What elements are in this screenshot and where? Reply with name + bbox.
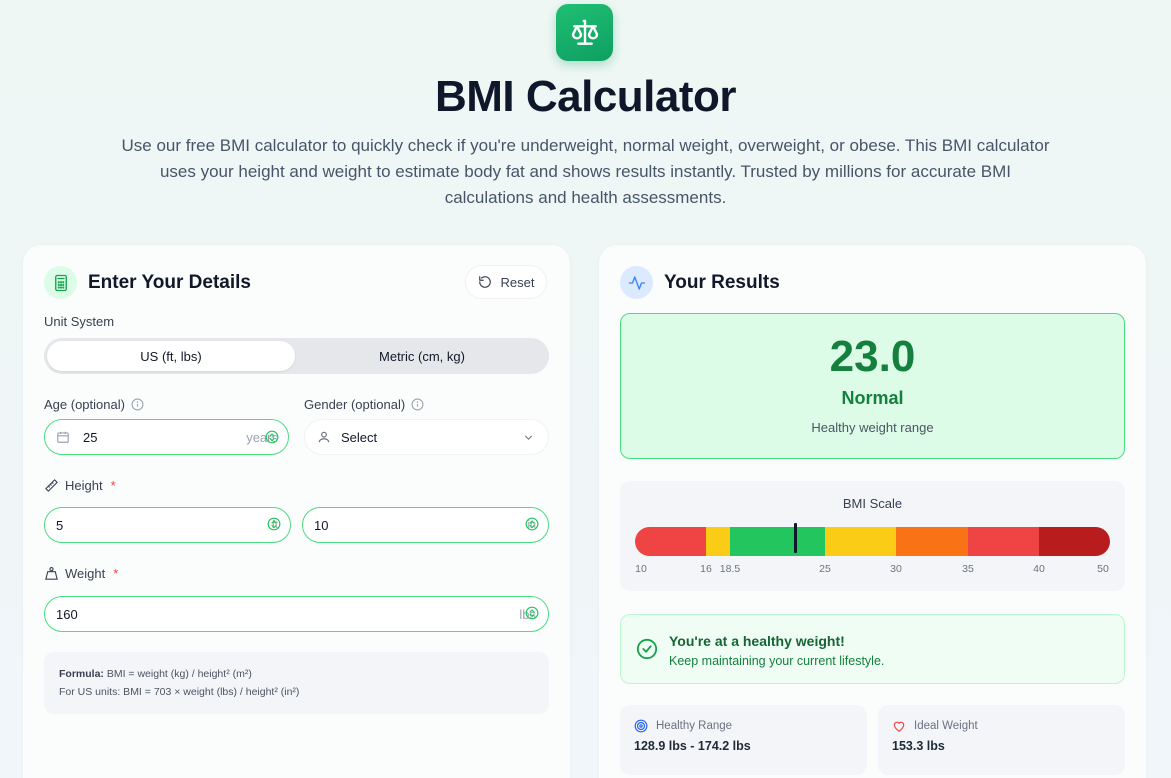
reset-label: Reset (500, 274, 535, 290)
height-in-unit: in (527, 519, 536, 531)
height-ft-value: 5 (56, 517, 64, 533)
formula-text: BMI = weight (kg) / height² (m²) (106, 668, 252, 680)
weight-label-text: Weight (65, 566, 106, 581)
bmi-scale-tick: 50 (1097, 563, 1109, 575)
bmi-scale-title: BMI Scale (842, 496, 903, 511)
activity-icon (620, 266, 653, 299)
formula-line: Formula: BMI = weight (kg) / height² (m²… (59, 665, 534, 683)
ideal-weight-value: 153.3 lbs (892, 739, 945, 753)
bmi-scale-segment (825, 527, 896, 556)
gender-label: Gender (optional) (304, 397, 424, 412)
age-unit: years (246, 429, 278, 445)
bmi-scale-tick: 35 (962, 563, 974, 575)
results-card: Your Results 23.0 Normal Healthy weight … (599, 245, 1146, 778)
unit-system-text: Unit System (44, 314, 115, 329)
bmi-scale-segment (706, 527, 730, 556)
unit-option-us[interactable]: US (ft, lbs) (47, 341, 295, 371)
reset-icon (478, 276, 491, 288)
chevron-down-icon (524, 434, 533, 440)
bmi-scale-segment (896, 527, 968, 556)
height-label-text: Height (65, 478, 103, 493)
info-icon[interactable] (131, 398, 144, 411)
weight-icon (45, 567, 58, 580)
healthy-range-stat: Healthy Range 128.9 lbs - 174.2 lbs (620, 705, 867, 775)
unit-system-label: Unit System (44, 314, 114, 329)
bmi-scale-segment (730, 527, 825, 556)
health-message-sub: Keep maintaining your current lifestyle. (669, 654, 885, 668)
height-in-field[interactable]: 10 in (302, 507, 549, 543)
required-marker: * (113, 566, 119, 581)
bmi-scale-segment (635, 527, 706, 556)
bmi-scale: BMI Scale 10 16 18.5 25 30 35 40 50 (620, 481, 1125, 591)
info-icon[interactable] (411, 398, 424, 411)
ideal-weight-label: Ideal Weight (914, 720, 978, 732)
ideal-weight-stat: Ideal Weight 153.3 lbs (878, 705, 1125, 775)
health-message: You're at a healthy weight! Keep maintai… (620, 614, 1125, 684)
user-icon (318, 431, 330, 443)
bmi-scale-tick: 10 (635, 563, 647, 575)
bmi-scale-tick: 16 (700, 563, 712, 575)
height-in-value: 10 (314, 517, 329, 533)
bmi-scale-segment (1039, 527, 1110, 556)
bmi-scale-marker (794, 523, 798, 553)
app-logo (556, 4, 613, 61)
formula-us-line: For US units: BMI = 703 × weight (lbs) /… (59, 686, 300, 698)
stepper-icon[interactable] (525, 517, 539, 531)
bmi-scale-tick: 30 (890, 563, 902, 575)
age-label: Age (optional) (44, 397, 144, 412)
bmi-category: Normal (841, 388, 904, 408)
heart-icon (893, 721, 905, 732)
page-title: BMI Calculator (434, 72, 737, 121)
calculator-icon (44, 266, 77, 299)
healthy-range-label: Healthy Range (656, 720, 733, 732)
stepper-icon[interactable] (267, 517, 281, 531)
unit-option-metric[interactable]: Metric (cm, kg) (379, 348, 465, 364)
target-icon (634, 719, 648, 733)
bmi-result-box: 23.0 Normal Healthy weight range (620, 313, 1125, 459)
bmi-scale-tick: 18.5 (719, 563, 741, 575)
height-label: Height * (44, 478, 116, 493)
height-ft-unit: ft (271, 519, 278, 531)
formula-box: Formula: BMI = weight (kg) / height² (m²… (44, 652, 549, 714)
calendar-icon (57, 431, 69, 443)
bmi-category-desc: Healthy weight range (811, 420, 934, 435)
age-field[interactable]: 25 years (44, 419, 289, 455)
formula-label: Formula: (59, 668, 104, 680)
health-message-title: You're at a healthy weight! (669, 633, 845, 649)
bmi-scale-ticks: 10 16 18.5 25 30 35 40 50 (635, 563, 1110, 577)
check-circle-icon (636, 638, 658, 660)
age-label-text: Age (optional) (44, 397, 125, 412)
stepper-icon[interactable] (265, 430, 279, 444)
bmi-scale-segment (968, 527, 1039, 556)
gender-select[interactable]: Select (304, 419, 549, 455)
details-card: Enter Your Details Reset Unit System US … (23, 245, 570, 778)
bmi-scale-tick: 25 (819, 563, 831, 575)
bmi-scale-tick: 40 (1033, 563, 1045, 575)
stepper-icon[interactable] (525, 606, 539, 620)
ruler-icon (45, 479, 58, 492)
weight-field[interactable]: 160 lbs (44, 596, 549, 632)
gender-label-text: Gender (optional) (304, 397, 406, 412)
bmi-scale-bar (635, 527, 1110, 556)
age-value: 25 (83, 429, 98, 445)
weight-value: 160 (56, 606, 78, 622)
required-marker: * (110, 478, 116, 493)
details-title: Enter Your Details (88, 272, 251, 293)
healthy-range-value: 128.9 lbs - 174.2 lbs (634, 739, 751, 753)
page-subtitle: Use our free BMI calculator to quickly c… (121, 136, 1050, 207)
reset-button[interactable]: Reset (465, 265, 547, 299)
bmi-value: 23.0 (829, 332, 916, 381)
gender-value: Select (341, 429, 378, 445)
unit-system-toggle: US (ft, lbs) Metric (cm, kg) (44, 338, 549, 374)
scale-balance-icon (571, 19, 598, 45)
results-title: Your Results (664, 272, 780, 293)
weight-label: Weight * (44, 566, 118, 581)
height-ft-field[interactable]: 5 ft (44, 507, 291, 543)
